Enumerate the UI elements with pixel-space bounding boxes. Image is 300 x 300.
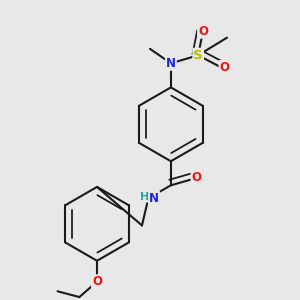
Text: O: O (92, 275, 102, 288)
Text: O: O (198, 25, 208, 38)
Text: O: O (192, 171, 202, 184)
Text: N: N (166, 57, 176, 70)
Text: H: H (140, 192, 149, 202)
Text: O: O (220, 61, 230, 74)
Text: N: N (149, 192, 159, 205)
Text: S: S (194, 49, 203, 62)
